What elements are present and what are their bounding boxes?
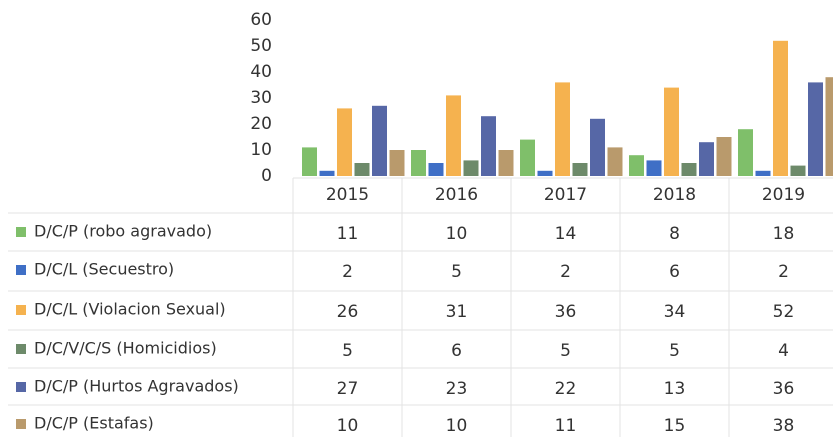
y-tick-label: 60 xyxy=(250,10,272,30)
bar xyxy=(498,150,514,176)
table-value: 2 xyxy=(342,262,353,282)
legend-label: D/C/L (Secuestro) xyxy=(34,260,174,279)
table-value: 23 xyxy=(446,379,468,399)
legend-swatch xyxy=(16,419,26,429)
bar xyxy=(808,82,823,176)
table-value: 10 xyxy=(446,224,468,244)
bar xyxy=(389,150,405,176)
bar xyxy=(446,95,461,176)
bar xyxy=(537,170,553,176)
table-value: 11 xyxy=(555,416,577,436)
table-value: 5 xyxy=(451,262,462,282)
x-tick-label: 2015 xyxy=(326,185,369,205)
x-tick-label: 2017 xyxy=(544,185,587,205)
bar xyxy=(319,170,335,176)
table-value: 52 xyxy=(773,302,795,322)
bar xyxy=(572,163,588,176)
table-value: 4 xyxy=(778,341,789,361)
table-value: 26 xyxy=(337,302,359,322)
bar xyxy=(681,163,697,176)
table-value: 18 xyxy=(773,224,795,244)
bar xyxy=(372,105,387,176)
legend-swatch xyxy=(16,344,26,354)
legend-swatch xyxy=(16,305,26,315)
bar xyxy=(699,142,714,176)
legend-swatch xyxy=(16,382,26,392)
table-value: 34 xyxy=(664,302,686,322)
bar xyxy=(481,116,496,176)
table-value: 10 xyxy=(337,416,359,436)
legend-label: D/C/P (Estafas) xyxy=(34,414,154,433)
bar xyxy=(463,160,479,176)
table-value: 2 xyxy=(778,262,789,282)
legend-swatch xyxy=(16,265,26,275)
table-value: 38 xyxy=(773,416,795,436)
legend-label: D/C/P (robo agravado) xyxy=(34,222,212,241)
table-value: 31 xyxy=(446,302,468,322)
bar xyxy=(646,160,662,176)
table-value: 8 xyxy=(669,224,680,244)
y-tick-label: 40 xyxy=(250,62,272,82)
bar xyxy=(790,165,806,176)
y-tick-label: 10 xyxy=(250,140,272,160)
bar xyxy=(716,137,732,176)
table-value: 22 xyxy=(555,379,577,399)
y-tick-label: 30 xyxy=(250,88,272,108)
bar xyxy=(590,118,605,176)
x-tick-label: 2018 xyxy=(653,185,696,205)
bar xyxy=(428,163,444,176)
bar xyxy=(302,147,317,176)
table-value: 15 xyxy=(664,416,686,436)
table-value: 5 xyxy=(342,341,353,361)
legend-swatch xyxy=(16,227,26,237)
bar xyxy=(411,150,426,176)
bar xyxy=(664,87,679,176)
table-value: 6 xyxy=(451,341,462,361)
table-value: 27 xyxy=(337,379,359,399)
table-value: 36 xyxy=(555,302,577,322)
x-tick-label: 2019 xyxy=(762,185,805,205)
bar xyxy=(738,129,753,176)
y-tick-label: 50 xyxy=(250,36,272,56)
bar xyxy=(555,82,570,176)
bar xyxy=(337,108,352,176)
x-tick-label: 2016 xyxy=(435,185,478,205)
bar xyxy=(354,163,370,176)
table-value: 13 xyxy=(664,379,686,399)
table-value: 6 xyxy=(669,262,680,282)
bar xyxy=(755,170,771,176)
table-value: 5 xyxy=(560,341,571,361)
table-value: 36 xyxy=(773,379,795,399)
table-value: 14 xyxy=(555,224,577,244)
bar xyxy=(773,40,788,176)
y-tick-label: 0 xyxy=(261,166,272,186)
table-value: 10 xyxy=(446,416,468,436)
legend-label: D/C/P (Hurtos Agravados) xyxy=(34,377,239,396)
legend-label: D/C/L (Violacion Sexual) xyxy=(34,300,226,319)
y-tick-label: 20 xyxy=(250,114,272,134)
bar xyxy=(825,77,833,176)
bar xyxy=(629,155,644,176)
table-value: 5 xyxy=(669,341,680,361)
bar xyxy=(520,139,535,176)
legend-label: D/C/V/C/S (Homicidios) xyxy=(34,339,217,358)
table-value: 11 xyxy=(337,224,359,244)
bar xyxy=(607,147,623,176)
table-value: 2 xyxy=(560,262,571,282)
